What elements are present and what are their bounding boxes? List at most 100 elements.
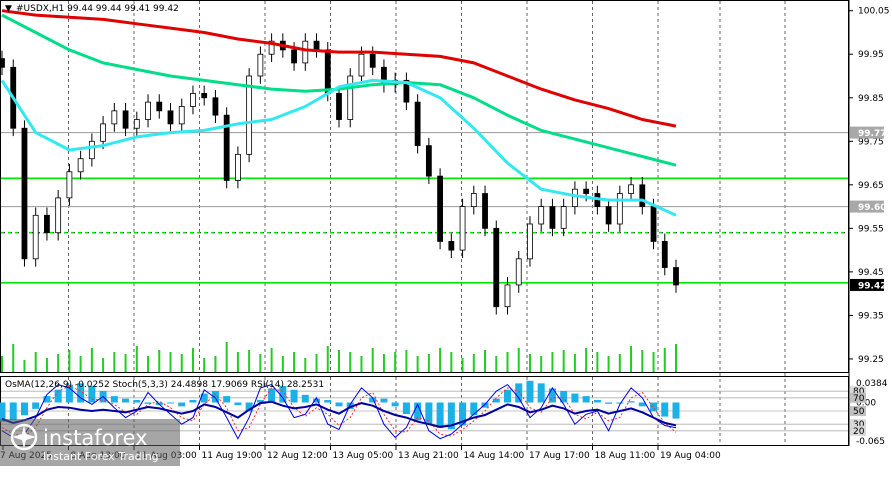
chart-title: #USDX,H1 99.44 99.44 99.41 99.42 [16, 4, 179, 14]
volume-bar [225, 342, 228, 372]
osma-bar [650, 402, 658, 412]
candle-body [178, 106, 185, 125]
level-tag-label: 20 [853, 427, 865, 437]
volume-bar [528, 354, 531, 372]
osma-bar [537, 383, 545, 403]
logo-tagline: Instant Forex Trading [43, 450, 159, 463]
volume-bar [147, 356, 150, 372]
candle-body [515, 258, 522, 286]
level-tag-label: 30 [853, 420, 865, 430]
level-tag-label: 70 [853, 394, 865, 404]
volume-bar [1, 356, 3, 372]
osma-bar [167, 402, 174, 404]
candle-body [639, 184, 646, 207]
osma-bar [571, 393, 579, 403]
volume-bar [203, 358, 206, 372]
volume-bar [57, 354, 60, 372]
osma-bar [425, 402, 433, 425]
price-tag-box [850, 200, 884, 213]
osma-bar [43, 396, 51, 403]
volume-bar [596, 352, 599, 372]
price-tick-label: 99.25 [858, 355, 884, 365]
candle-body [111, 110, 118, 125]
osma-bar [593, 399, 601, 403]
volume-bar [495, 356, 498, 372]
level-tag-label: 50 [853, 407, 865, 417]
volume-bar [191, 348, 194, 372]
volume-bar [338, 350, 340, 372]
volume-bar [461, 358, 464, 372]
candle-body [661, 241, 668, 268]
moving-average-line [1, 13, 677, 167]
time-tick-label: 19 Aug 04:00 [660, 451, 721, 461]
candle-body [268, 40, 275, 55]
candle-body [257, 53, 264, 77]
volume-bar [135, 346, 138, 372]
osma-bar [88, 385, 96, 403]
candle-body [88, 140, 95, 160]
candle-body [583, 188, 590, 194]
candle-body [347, 75, 354, 120]
osma-bar [245, 402, 253, 412]
candle-body [122, 110, 129, 129]
osma-bar [9, 402, 17, 421]
volume-bar [304, 358, 307, 372]
osma-bar [301, 394, 309, 403]
osma-bar [638, 402, 646, 407]
osma-bar [268, 388, 276, 403]
volume-bar [180, 354, 183, 372]
volume-bar [259, 354, 262, 372]
candle-body [616, 193, 623, 225]
volume-bar [540, 356, 543, 372]
osma-bar [369, 397, 377, 403]
candle-body [201, 93, 208, 99]
osma-bar [0, 402, 6, 422]
instaforex-logo: instaforex Instant Forex Trading [0, 419, 180, 466]
volume-bar [663, 348, 666, 372]
time-tick-label: 17 Aug 17:00 [529, 451, 590, 461]
horizontal-levels [1, 132, 848, 284]
volume-bar [158, 350, 161, 372]
volume-bar [34, 352, 37, 372]
candle-body [650, 206, 657, 242]
osma-bar [290, 389, 298, 403]
candle-body [313, 40, 320, 51]
candle-body [145, 101, 151, 120]
volume-bar [12, 344, 15, 372]
osma-bar [211, 391, 219, 403]
osma-bar [661, 402, 669, 417]
price-axis: 100.05 99.95 99.85 99.75 99.65 99.55 99.45 99.3… [849, 7, 890, 365]
candle-body [482, 193, 488, 229]
candle-body [527, 223, 533, 260]
volume-bar [573, 354, 576, 372]
price-tag-label: 99.77 [858, 129, 886, 139]
price-tick-label: 99.65 [858, 181, 884, 191]
time-tick-label: 18 Aug 11:00 [595, 451, 656, 461]
candle-body [77, 158, 84, 173]
osma-bar [560, 391, 568, 403]
level-tag-box [850, 419, 866, 430]
osma-bar [672, 402, 680, 419]
osma-bar [256, 399, 264, 403]
chart-title-arrow[interactable]: ▼ [5, 4, 12, 14]
volume-bar [607, 356, 610, 372]
candle-body [470, 193, 477, 207]
candle-body [369, 53, 376, 68]
volume-bar [585, 348, 588, 372]
volume-bar [675, 344, 677, 372]
candle-body [605, 206, 612, 225]
candle-body [448, 241, 455, 251]
level-tag-box [850, 425, 866, 436]
candle-body [32, 214, 39, 260]
volume-bar [652, 352, 655, 372]
candle-body [414, 101, 421, 147]
rsi-line [1, 400, 677, 428]
osma-bar [335, 402, 343, 407]
volume-bar [68, 350, 71, 372]
osma-bar [526, 380, 534, 403]
volume-bars [1, 342, 677, 372]
candle-body [190, 93, 196, 107]
osma-bar [548, 388, 556, 403]
level-tag-box [850, 406, 866, 416]
